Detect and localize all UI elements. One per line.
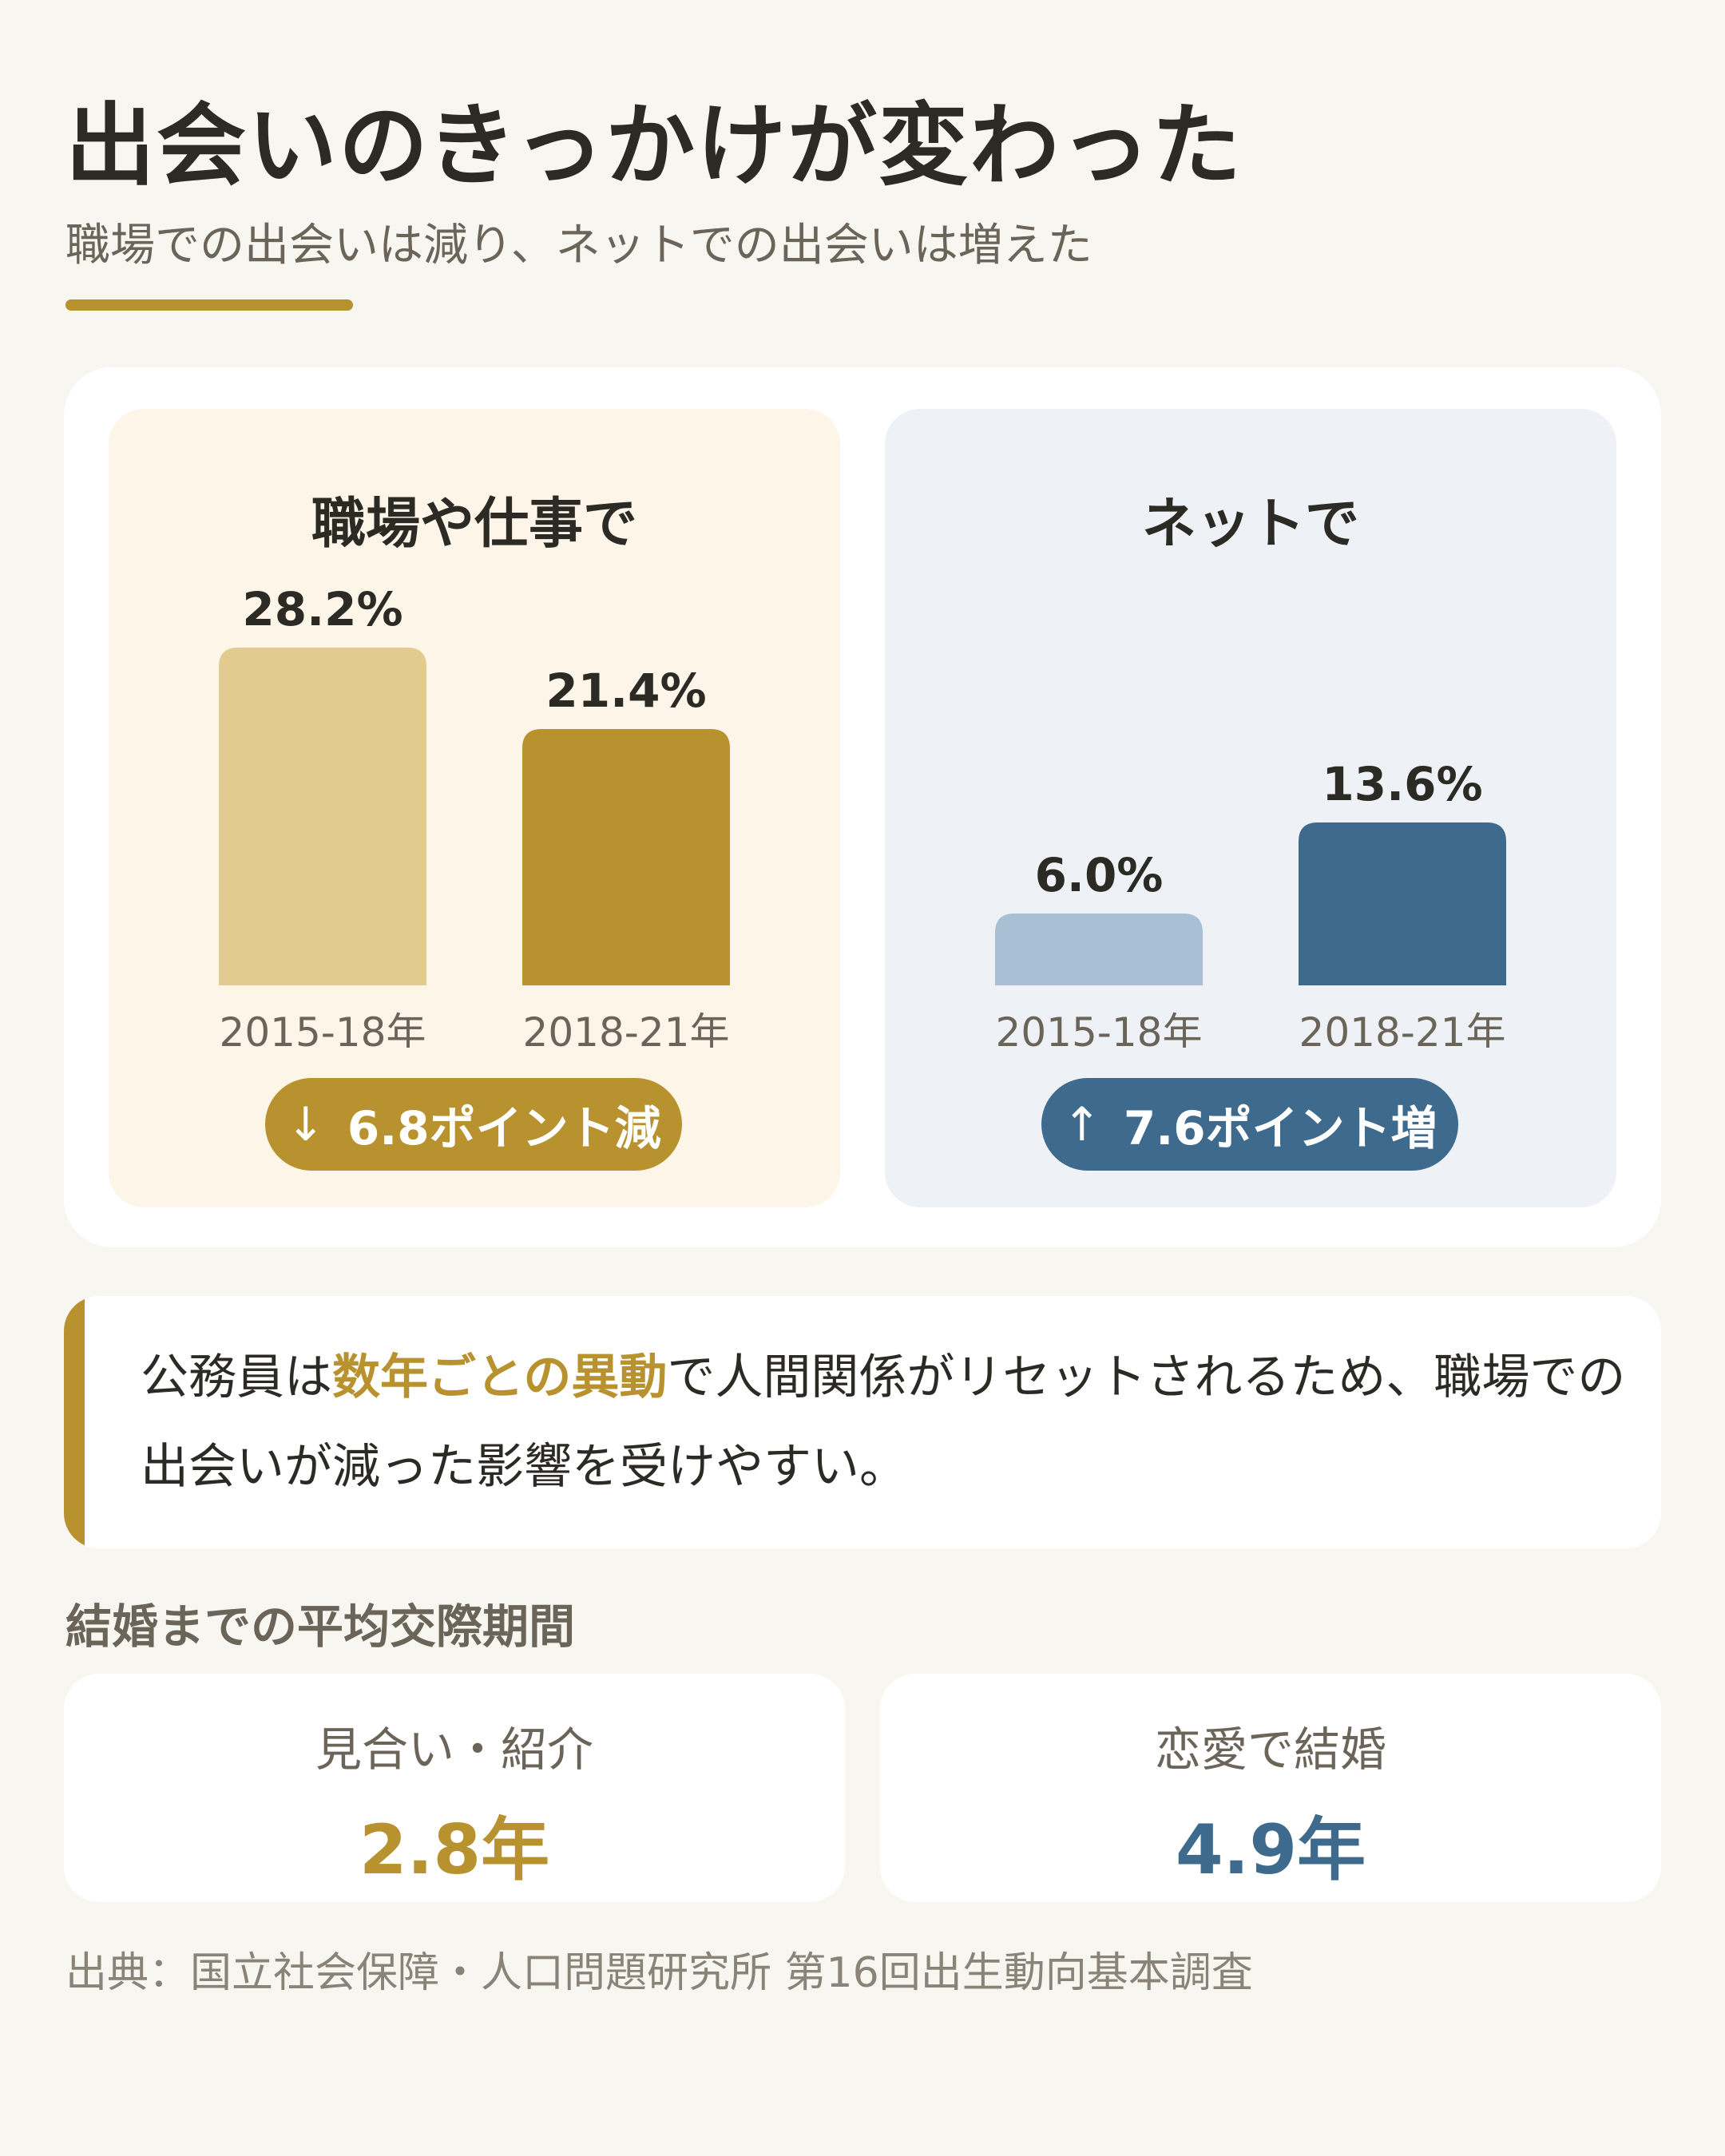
dating-period-label: 結婚までの平均交際期間 bbox=[65, 1599, 576, 1654]
stat-card-love: 恋愛で結婚 4.9年 bbox=[880, 1674, 1661, 1902]
stat-card-arranged: 見合い・紹介 2.8年 bbox=[64, 1674, 845, 1902]
note-accent-bar bbox=[64, 1296, 85, 1548]
title-accent-line bbox=[65, 299, 353, 311]
workplace-bar-chart: 28.2% 2015-18年 21.4% 2018-21年 bbox=[219, 582, 730, 1048]
online-panel: ネットで 6.0% 2015-18年 13.6% 2018-21年 ↑ 7.6ポイント… bbox=[885, 409, 1616, 1207]
up-arrow-icon: ↑ bbox=[1062, 1097, 1101, 1151]
stat-label-arranged: 見合い・紹介 bbox=[315, 1722, 593, 1777]
stat-label-love: 恋愛で結婚 bbox=[1154, 1722, 1386, 1777]
note-text-after: で人間関係がリセットされるため、職場での出会いが減った影響を受けやすい。 bbox=[141, 1349, 1626, 1495]
category-label: 2018-21年 bbox=[523, 1009, 730, 1048]
bar-2018-21年 bbox=[522, 729, 730, 985]
workplace-change-badge: ↓ 6.8ポイント減 bbox=[265, 1078, 682, 1171]
chart-card: 職場や仕事で 28.2% 2015-18年 21.4% 2018-21年 ↓ 6.8ポ… bbox=[64, 367, 1661, 1247]
online-change-label: 7.6ポイント増 bbox=[1123, 1101, 1438, 1155]
category-label: 2018-21年 bbox=[1299, 1009, 1506, 1048]
category-label: 2015-18年 bbox=[996, 1009, 1203, 1048]
category-label: 2015-18年 bbox=[220, 1009, 426, 1048]
workplace-change-label: 6.8ポイント減 bbox=[347, 1101, 661, 1155]
online-panel-title: ネットで bbox=[1141, 493, 1359, 556]
online-bar-chart: 6.0% 2015-18年 13.6% 2018-21年 bbox=[995, 757, 1506, 1048]
bar-2018-21年 bbox=[1299, 822, 1506, 985]
page-title: 出会いのきっかけが変わった bbox=[65, 94, 1243, 198]
bar-value-label: 28.2% bbox=[242, 582, 402, 636]
workplace-panel: 職場や仕事で 28.2% 2015-18年 21.4% 2018-21年 ↓ 6.8ポ… bbox=[109, 409, 840, 1207]
bar-value-label: 6.0% bbox=[1035, 848, 1164, 902]
bar-value-label: 13.6% bbox=[1322, 757, 1482, 811]
page-subtitle: 職場での出会いは減り、ネットでの出会いは増えた bbox=[65, 220, 1092, 271]
note-highlight: 数年ごとの異動 bbox=[332, 1349, 668, 1405]
stat-value-love: 4.9年 bbox=[1175, 1810, 1366, 1890]
note-card: 公務員は数年ごとの異動で人間関係がリセットされるため、職場での出会いが減った影響… bbox=[64, 1296, 1661, 1548]
note-text-before: 公務員は bbox=[141, 1349, 332, 1405]
source-citation: 出典：国立社会保障・人口問題研究所 第16回出生動向基本調査 bbox=[65, 1949, 1253, 1997]
down-arrow-icon: ↓ bbox=[286, 1097, 325, 1151]
bar-2015-18年 bbox=[219, 648, 426, 985]
workplace-panel-title: 職場や仕事で bbox=[311, 493, 637, 556]
bar-2015-18年 bbox=[995, 914, 1203, 985]
stat-value-arranged: 2.8年 bbox=[359, 1810, 550, 1890]
note-text: 公務員は数年ごとの異動で人間関係がリセットされるため、職場での出会いが減った影響… bbox=[141, 1333, 1626, 1512]
bar-value-label: 21.4% bbox=[545, 664, 706, 718]
online-change-badge: ↑ 7.6ポイント増 bbox=[1041, 1078, 1458, 1171]
